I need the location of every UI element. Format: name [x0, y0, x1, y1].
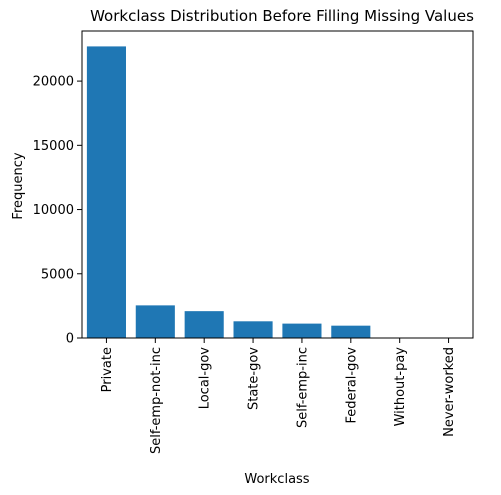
bar-local-gov	[184, 311, 224, 338]
x-tick-label: Without-pay	[393, 347, 408, 427]
y-tick-label: 0	[66, 332, 74, 347]
bar-state-gov	[233, 321, 273, 338]
chart-title: Workclass Distribution Before Filling Mi…	[90, 7, 474, 25]
y-tick-label: 20000	[33, 75, 74, 90]
y-axis-label: Frequency	[11, 152, 26, 219]
x-tick-label: Federal-gov	[344, 347, 359, 424]
x-tick-label: State-gov	[247, 347, 262, 410]
x-tick-label: Self-emp-inc	[295, 347, 310, 428]
plot-area: 0 5000 10000 15000 20000 Private Self-emp-not-…	[33, 30, 474, 454]
bar-federal-gov	[331, 325, 371, 338]
bar-self-emp-inc	[282, 323, 322, 338]
y-tick-label: 10000	[33, 203, 74, 218]
x-axis-label: Workclass	[244, 472, 309, 487]
plot-frame	[81, 30, 474, 339]
x-tick-label: Never-worked	[442, 347, 457, 437]
y-tick-label: 15000	[33, 139, 74, 154]
bar-private	[86, 46, 126, 338]
x-tick-label: Private	[100, 347, 115, 392]
x-tick-label: Local-gov	[198, 347, 213, 410]
x-tick-label: Self-emp-not-inc	[149, 347, 164, 454]
y-tick-label: 5000	[41, 267, 74, 282]
bar-self-emp-not-inc	[135, 305, 175, 338]
